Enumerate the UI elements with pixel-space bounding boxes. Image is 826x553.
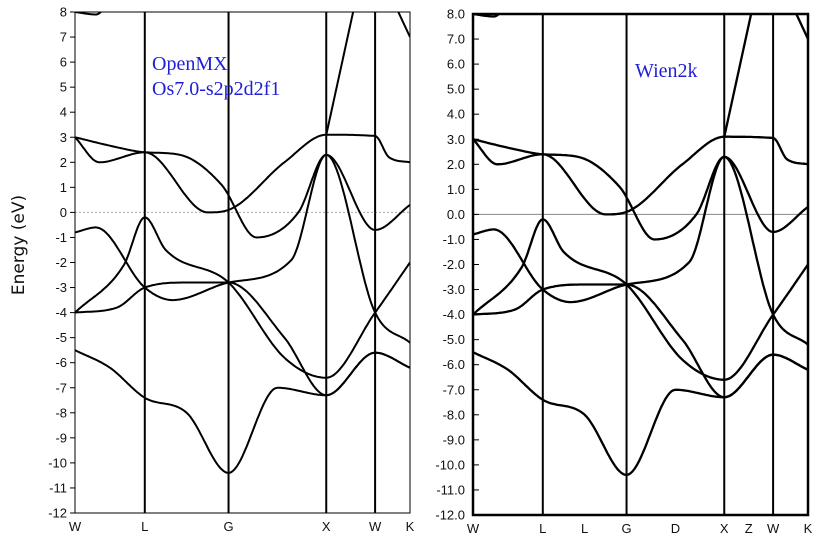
band-line <box>75 133 410 214</box>
band-line <box>75 136 410 239</box>
k-point-label: W <box>467 521 480 536</box>
band-line <box>795 14 808 40</box>
method-annotation: Os7.0-s2p2d2f1 <box>152 78 280 100</box>
y-tick-label: -12.0 <box>435 508 465 523</box>
band-line <box>473 351 808 477</box>
y-tick-label: 8.0 <box>447 7 465 22</box>
band-line <box>473 138 808 241</box>
y-tick-label: -1 <box>55 230 67 245</box>
bands-group <box>75 12 410 474</box>
bands-group <box>473 14 808 477</box>
y-tick-label: 3 <box>60 130 67 145</box>
y-tick-label: -3.0 <box>443 282 465 297</box>
y-tick-label: 2.0 <box>447 157 465 172</box>
y-tick-label: 7 <box>60 30 67 45</box>
y-tick-label: -4.0 <box>443 307 465 322</box>
k-point-label: L <box>539 521 546 536</box>
y-axis-label: Energy (eV) <box>9 195 29 295</box>
band-line <box>75 153 410 344</box>
k-point-label: D <box>671 521 680 536</box>
method-annotation: Wien2k <box>635 60 698 82</box>
k-point-label: W <box>69 519 82 534</box>
y-tick-label: 6 <box>60 55 67 70</box>
y-tick-label: -9 <box>55 430 67 445</box>
y-tick-label: 0.0 <box>447 207 465 222</box>
y-tick-label: -11.0 <box>436 482 465 497</box>
k-point-label: L <box>141 519 148 534</box>
k-point-label: X <box>322 519 331 534</box>
y-tick-label: -8.0 <box>443 407 465 422</box>
band-line <box>325 12 355 135</box>
y-tick-label: 5.0 <box>447 82 465 97</box>
y-tick-label: 1 <box>60 180 67 195</box>
y-tick-label: 7.0 <box>447 32 465 47</box>
y-tick-label: -5 <box>55 330 67 345</box>
band-line <box>473 135 808 216</box>
k-point-label: L <box>581 521 588 536</box>
y-tick-label: 6.0 <box>447 57 465 72</box>
k-point-label: G <box>621 521 631 536</box>
k-point-label: X <box>720 521 729 536</box>
y-tick-label: -10.0 <box>435 457 465 472</box>
y-tick-label: -5.0 <box>443 332 465 347</box>
y-tick-label: 3.0 <box>447 132 465 147</box>
band-line <box>75 12 103 16</box>
band-line <box>473 155 808 346</box>
band-line <box>473 218 808 381</box>
y-tick-label: -2 <box>55 255 67 270</box>
k-point-label: K <box>406 519 415 534</box>
method-annotation: OpenMX <box>152 53 228 75</box>
y-tick-label: 4 <box>60 105 67 120</box>
y-tick-label: -4 <box>55 305 67 320</box>
y-tick-label: 4.0 <box>447 107 465 122</box>
y-tick-label: -7 <box>55 380 67 395</box>
y-tick-label: 1.0 <box>447 182 465 197</box>
y-tick-label: 0 <box>60 205 67 220</box>
y-tick-label: -9.0 <box>443 432 465 447</box>
band-line <box>75 216 410 379</box>
y-tick-label: -6 <box>55 355 67 370</box>
k-point-label: W <box>767 521 780 536</box>
y-tick-label: -7.0 <box>443 382 465 397</box>
y-tick-label: -1.0 <box>443 232 465 247</box>
band-line <box>723 14 753 137</box>
y-tick-label: -11 <box>49 480 67 495</box>
y-tick-label: -2.0 <box>443 257 465 272</box>
band-line <box>397 12 410 38</box>
k-point-label: W <box>369 519 382 534</box>
y-tick-label: -8 <box>55 405 67 420</box>
k-point-label: Z <box>745 521 753 536</box>
y-tick-label: -12 <box>48 506 67 521</box>
k-point-label: K <box>804 521 813 536</box>
band-panel-2: 8.0 7.0 6.0 5.0 4.0 3.0 2.0 1.0 0.0 -1.0 -2.0 -3.0 -… <box>435 7 812 537</box>
y-tick-label: 8 <box>60 5 67 20</box>
y-tick-label: 5 <box>60 80 67 95</box>
y-tick-label: -3 <box>55 280 67 295</box>
y-tick-label: -10 <box>48 455 67 470</box>
y-tick-label: 2 <box>60 155 67 170</box>
y-tick-label: -6.0 <box>443 357 465 372</box>
k-point-label: G <box>223 519 233 534</box>
band-line <box>75 349 410 474</box>
